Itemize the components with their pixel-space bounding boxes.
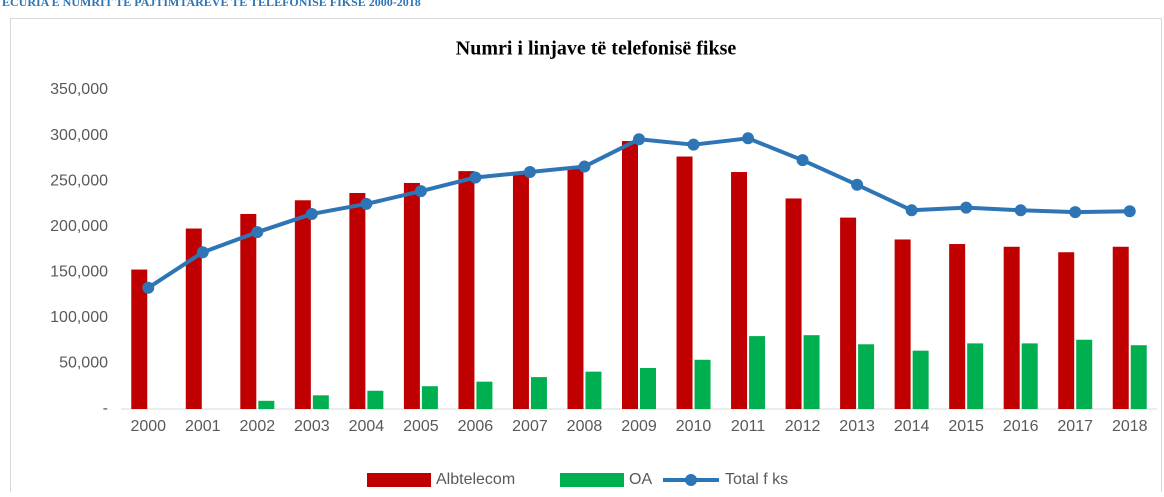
- y-tick-label: 300,000: [50, 127, 108, 144]
- bar: [312, 395, 329, 409]
- point: [469, 171, 482, 184]
- bar: [1021, 343, 1038, 409]
- x-tick-label: 2006: [458, 418, 494, 435]
- bar: [403, 182, 420, 409]
- bar: [676, 156, 693, 409]
- bar: [1130, 345, 1147, 409]
- x-tick-label: 2007: [512, 418, 548, 435]
- point: [796, 154, 809, 167]
- x-tick-label: 2003: [294, 418, 330, 435]
- point: [1014, 204, 1027, 217]
- point: [960, 201, 973, 214]
- x-tick-label: 2015: [948, 418, 984, 435]
- legend-label: OA: [629, 471, 652, 488]
- point: [142, 281, 155, 294]
- point: [851, 178, 864, 191]
- chart-title: Numri i linjave të telefonisë fikse: [456, 38, 737, 60]
- bar: [294, 200, 311, 409]
- point: [1069, 206, 1082, 219]
- point: [360, 197, 373, 210]
- bar: [967, 343, 984, 409]
- bar: [858, 344, 875, 409]
- x-tick-label: 2013: [839, 418, 875, 435]
- bar: [912, 350, 929, 409]
- point: [523, 166, 536, 179]
- bar: [349, 192, 366, 409]
- bar: [749, 336, 766, 409]
- bar: [622, 141, 638, 410]
- y-tick-label: -: [103, 400, 108, 417]
- y-tick-label: 50,000: [59, 355, 108, 372]
- x-tick-label: 2010: [676, 418, 712, 435]
- bar: [1112, 246, 1129, 409]
- x-tick-label: 2005: [403, 418, 439, 435]
- legend-label: Albtelecom: [436, 471, 515, 488]
- bar: [640, 367, 656, 409]
- point: [1123, 205, 1136, 218]
- bar: [367, 390, 384, 409]
- x-tick-label: 2018: [1112, 418, 1148, 435]
- point: [905, 204, 918, 217]
- x-tick-label: 2008: [567, 418, 603, 435]
- y-tick-label: 350,000: [50, 81, 108, 98]
- point: [251, 226, 264, 239]
- x-tick-label: 2000: [130, 418, 166, 435]
- bar: [240, 213, 257, 409]
- bar: [1076, 339, 1093, 409]
- point: [742, 132, 755, 145]
- bar: [185, 228, 202, 409]
- header: ECURIA E NUMRIT TË PAJTIMTARËVE TË TELEF…: [2, 0, 421, 9]
- bar: [258, 400, 275, 409]
- legend-swatch: [560, 473, 624, 487]
- legend-marker: [685, 474, 697, 486]
- bar: [949, 244, 966, 409]
- bar: [894, 239, 911, 409]
- bar: [131, 269, 148, 409]
- x-tick-label: 2001: [185, 418, 221, 435]
- point: [196, 246, 209, 259]
- bar: [530, 377, 547, 409]
- bar: [731, 172, 748, 409]
- x-tick-label: 2009: [621, 418, 657, 435]
- x-tick-label: 2016: [1003, 418, 1039, 435]
- bar: [585, 371, 602, 409]
- bar: [421, 386, 438, 409]
- y-tick-label: 250,000: [50, 172, 108, 189]
- bar: [840, 217, 857, 409]
- y-tick-label: 150,000: [50, 264, 108, 281]
- x-tick-label: 2002: [240, 418, 276, 435]
- point: [687, 138, 700, 151]
- x-tick-label: 2012: [785, 418, 821, 435]
- y-tick-label: 200,000: [50, 218, 108, 235]
- x-tick-label: 2014: [894, 418, 930, 435]
- bar: [458, 171, 475, 409]
- point: [414, 185, 427, 198]
- bar: [1058, 252, 1075, 409]
- legend-swatch: [367, 473, 431, 487]
- bar: [1003, 246, 1020, 409]
- legend-label: Total f ks: [725, 471, 788, 488]
- x-tick-label: 2011: [731, 418, 766, 435]
- bar: [785, 198, 802, 409]
- x-tick-label: 2017: [1057, 418, 1093, 435]
- bar: [512, 172, 529, 409]
- bar: [567, 168, 584, 409]
- bar: [476, 381, 493, 409]
- y-tick-label: 100,000: [50, 309, 108, 326]
- point: [305, 207, 318, 220]
- bar: [694, 359, 711, 409]
- point: [633, 133, 645, 146]
- chart-frame: [10, 18, 1162, 497]
- x-tick-label: 2004: [349, 418, 385, 435]
- bar: [803, 335, 820, 409]
- point: [578, 160, 591, 173]
